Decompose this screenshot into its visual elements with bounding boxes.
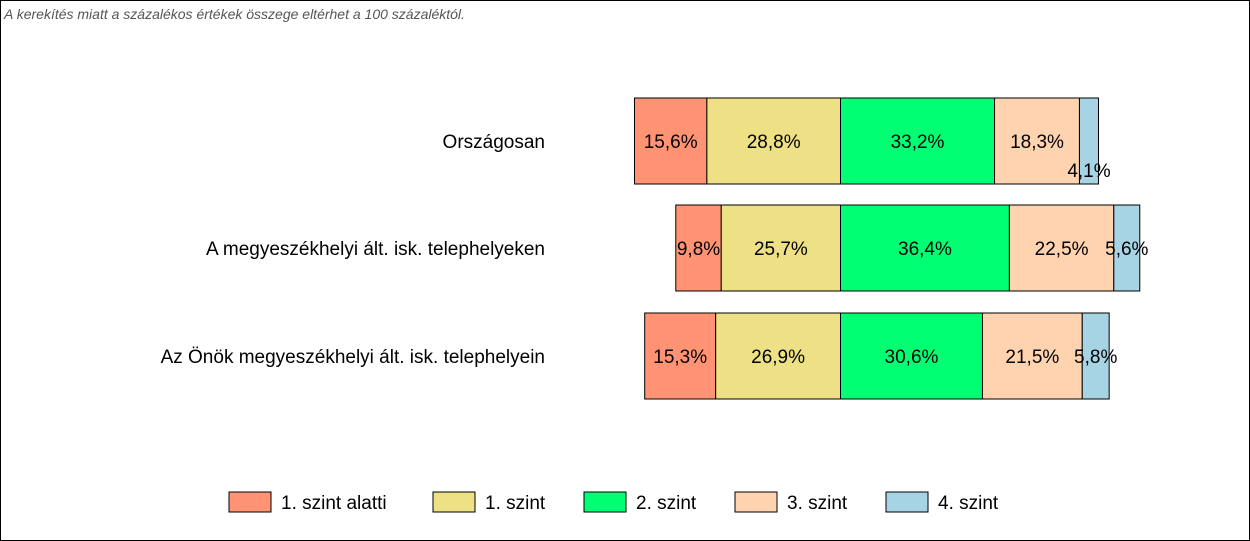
- legend-label: 1. szint: [485, 493, 546, 514]
- bar-segment: [840, 204, 1010, 292]
- category-label: Országosan: [443, 132, 545, 153]
- bar-segment: [633, 97, 708, 185]
- data-label: 18,3%: [1010, 132, 1064, 153]
- legend-label: 2. szint: [636, 493, 697, 514]
- legend-swatch: [432, 491, 476, 513]
- category-label: A megyeszékhelyi ált. isk. telephelyeken: [206, 239, 545, 260]
- bar-segment: [675, 204, 722, 292]
- data-label: 5,8%: [1074, 347, 1117, 368]
- legend-swatch: [734, 491, 778, 513]
- data-label: 30,6%: [885, 347, 939, 368]
- bar-segment: [715, 312, 842, 400]
- legend-swatch: [583, 491, 627, 513]
- legend-swatch: [885, 491, 929, 513]
- bar-segment: [1081, 312, 1110, 400]
- legend-label: 1. szint alatti: [281, 493, 387, 514]
- bar-segment: [994, 97, 1080, 185]
- data-label: 21,5%: [1005, 347, 1059, 368]
- bar-segment: [840, 97, 996, 185]
- category-label: Az Önök megyeszékhelyi ált. isk. telephe…: [161, 347, 545, 368]
- bars-group: Országosan 15,6% 28,8% 33,2% 18,3%4,1% A megy…: [161, 97, 1149, 400]
- data-label: 4,1%: [1067, 161, 1110, 182]
- data-label: 15,3%: [653, 347, 707, 368]
- data-label: 33,2%: [891, 132, 945, 153]
- bar-segment: [981, 312, 1083, 400]
- data-label: 15,6%: [644, 132, 698, 153]
- bar-segment: [1008, 204, 1115, 292]
- data-label: 22,5%: [1035, 239, 1089, 260]
- legend-label: 3. szint: [787, 493, 848, 514]
- rounding-note: A kerekítés miatt a százalékos értékek ö…: [4, 6, 465, 22]
- legend-label: 4. szint: [938, 493, 999, 514]
- bar-segment: [1113, 204, 1141, 292]
- legend: 1. szint alatti 1. szint 2. szint 3. szint 4…: [228, 491, 999, 514]
- data-label: 28,8%: [747, 132, 801, 153]
- bar-segment: [720, 204, 842, 292]
- data-label: 25,7%: [754, 239, 808, 260]
- legend-swatch: [228, 491, 272, 513]
- bar-segment: [644, 312, 717, 400]
- data-label: 36,4%: [898, 239, 952, 260]
- bar-segment: [1078, 97, 1099, 185]
- data-label: 5,6%: [1105, 239, 1148, 260]
- data-label: 9,8%: [677, 239, 720, 260]
- data-label: 26,9%: [751, 347, 805, 368]
